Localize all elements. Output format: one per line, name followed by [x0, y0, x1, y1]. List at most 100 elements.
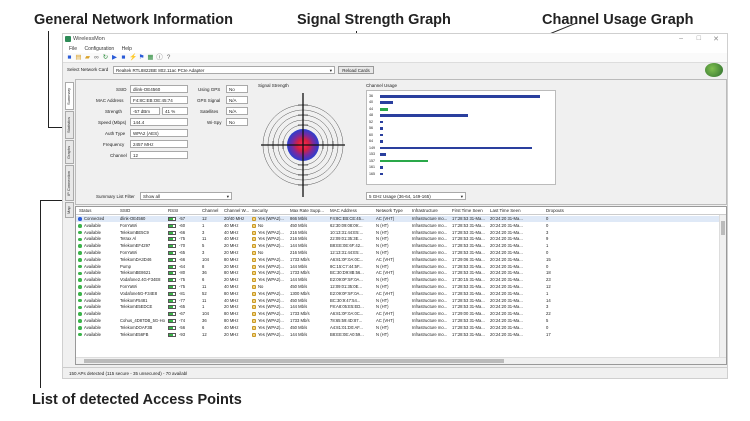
scroll-thumb[interactable]	[84, 359, 504, 363]
scroll-thumb[interactable]	[721, 221, 725, 235]
table-row[interactable]: Available FonYaWi -65 3 20 MHz No 216 Mb/s 12:1…	[76, 250, 726, 256]
column-header[interactable]: Status	[79, 208, 92, 213]
table-cell: 36	[202, 270, 207, 276]
callout-general-network-information: General Network Information	[34, 12, 234, 28]
column-header[interactable]: Channel	[202, 208, 219, 213]
vertical-scrollbar[interactable]	[719, 215, 726, 358]
stop-icon[interactable]: ■	[121, 54, 126, 61]
filter-icon[interactable]: ⚡	[129, 54, 138, 61]
channel-band-select[interactable]: 5 GHz Usage (36-64, 149-165) ▾	[366, 192, 466, 200]
table-cell: 20:24:20 31-Ma...	[490, 284, 523, 289]
column-header[interactable]: Channel W...	[224, 208, 250, 213]
table-cell: Yes (WPA2)...	[258, 229, 284, 235]
rssi-bar-icon	[168, 271, 176, 276]
channel-tick-label: 56	[369, 126, 373, 131]
network-card-select[interactable]: Realtek RTL8822BE 802.11ac PCIe Adapter ▾	[113, 66, 335, 74]
save-icon[interactable]: ■	[67, 54, 72, 61]
table-cell: N (HT)	[376, 324, 389, 330]
info-icon[interactable]: ⓘ	[156, 54, 163, 61]
column-header[interactable]: First Time Seen	[452, 208, 483, 213]
table-cell: Available	[84, 290, 101, 296]
table-row[interactable]: Available TelekomF5481 -77 11 40 MHz Yes (WPA…	[76, 298, 726, 304]
table-cell: Yes (WPA2)...	[258, 277, 284, 283]
tab-map[interactable]: Map	[65, 202, 74, 218]
column-header[interactable]: Max Rate Supp...	[290, 208, 324, 213]
menu-help[interactable]: Help	[121, 46, 132, 52]
table-cell: Yes (WPA2)...	[258, 324, 284, 330]
rssi-bar-icon	[168, 332, 176, 337]
column-header[interactable]: Security	[252, 208, 268, 213]
table-row[interactable]: Available TelekomEF4297 -70 5 20 MHz Yes (WPA…	[76, 243, 726, 249]
table-row[interactable]: Available FonYaWi -60 1 40 MHz No 450 Mb/s 62:3…	[76, 223, 726, 229]
strength-pct-value: 41 %	[162, 107, 188, 115]
maximize-button[interactable]: □	[696, 35, 701, 42]
link-icon[interactable]: ∞	[94, 54, 99, 61]
open-icon[interactable]: ▤	[75, 54, 82, 61]
table-row[interactable]: Available TelekomE56FB -93 12 20 MHz Yes (WPA…	[76, 332, 726, 338]
table-row[interactable]: Available Cohus_4D87DB_5G-Ho -74 36 80 MHz Ye…	[76, 318, 726, 324]
antenna-icon[interactable]: ⚑	[138, 54, 145, 61]
table-cell: N (HT)	[376, 277, 389, 283]
table-row[interactable]: Connected dlink-OE4560 -57 12 20/40 MHz Yes (…	[76, 216, 726, 223]
table-row[interactable]: Available TelekomDOAF3B -56 6 40 MHz Yes (WPA…	[76, 325, 726, 331]
chart-icon[interactable]: ▦	[147, 54, 154, 61]
channel-tick-label: 48	[369, 113, 373, 118]
table-cell: -80	[179, 270, 186, 276]
rssi-bar-icon	[168, 264, 176, 269]
column-header[interactable]: Network Type	[376, 208, 403, 213]
table-row[interactable]: Available TelekomBE8621 -80 36 80 MHz Yes (WP…	[76, 270, 726, 276]
table-cell: 17:29:06 31-Ma...	[452, 256, 485, 262]
rssi-bar-icon	[168, 230, 176, 235]
mac-value: F4:8C:EB:OE:45:74	[130, 96, 188, 104]
reload-cards-button[interactable]: Reload Cards	[338, 66, 374, 74]
play-icon[interactable]: ▶	[112, 54, 117, 61]
tab-summary[interactable]: Summary	[65, 82, 74, 110]
table-cell: 17:28:53 31-Ma...	[452, 222, 485, 228]
satellites-label: Satellites	[200, 109, 219, 114]
table-cell: 17:28:53 31-Ma...	[452, 243, 485, 249]
table-cell: Available	[84, 250, 101, 255]
lock-icon	[252, 244, 256, 249]
tab-graphs[interactable]: Graphs	[65, 140, 74, 164]
table-cell: 17:28:53 31-Ma...	[452, 290, 485, 296]
table-cell: 8C:15:C7:44:5F...	[330, 263, 363, 269]
channel-bar	[380, 159, 428, 163]
table-cell: 144 Mb/s	[290, 277, 308, 283]
help-icon[interactable]: ?	[166, 54, 171, 61]
table-cell: No	[258, 250, 264, 255]
table-row[interactable]: Available -67 104 80 MHz Yes (WPA2)... 1733 M…	[76, 311, 726, 317]
table-cell: Infrastructure mo...	[412, 277, 448, 283]
column-header[interactable]: SSID	[120, 208, 131, 213]
channel-bar	[380, 146, 532, 150]
table-row[interactable]: Available Vodafone2.4G-F34E8 -75 6 20 MHz Yes…	[76, 277, 726, 283]
column-header[interactable]: MAC Address	[330, 208, 357, 213]
table-row[interactable]: Available TelekomBE5C9 -66 3 40 MHz Yes (WPA2…	[76, 230, 726, 236]
refresh-icon[interactable]: ↻	[102, 54, 109, 61]
table-row[interactable]: Available FonYaWi -75 11 40 MHz No 450 Mb/s 12:…	[76, 284, 726, 290]
ssid-value: dlink-OE4560	[130, 85, 188, 93]
table-row[interactable]: Available TelekomE5EDCE -65 1 20 MHz Yes (WPA…	[76, 304, 726, 310]
tab-statistics[interactable]: Statistics	[65, 111, 74, 139]
close-button[interactable]: ✕	[713, 36, 719, 43]
lock-icon	[252, 230, 256, 235]
column-header[interactable]: Last Time Seen	[490, 208, 521, 213]
table-row[interactable]: Available Tetrax Al -75 11 40 MHz Yes (WPA2).…	[76, 236, 726, 242]
table-row[interactable]: Available TelekomDA3D46 -66 104 80 MHz Yes (W…	[76, 257, 726, 263]
menu-configuration[interactable]: Configuration	[84, 46, 115, 52]
column-header[interactable]: Infrastructure	[412, 208, 438, 213]
menu-file[interactable]: File	[69, 46, 78, 52]
minimize-button[interactable]: –	[679, 35, 683, 42]
column-header[interactable]: RSSI	[168, 208, 179, 213]
column-header[interactable]: Dropouts	[546, 208, 564, 213]
filter-select[interactable]: Show all ▾	[140, 192, 232, 200]
table-cell: 20 MHz	[224, 250, 239, 255]
table-row[interactable]: Available Vodafone5G-F34E8 -81 52 80 MHz Yes …	[76, 291, 726, 297]
horizontal-scrollbar[interactable]	[76, 357, 726, 364]
vertical-tabs: Summary Statistics Graphs IP Connection …	[65, 82, 74, 320]
table-cell: 80 MHz	[224, 311, 239, 317]
tab-ip-connection[interactable]: IP Connection	[65, 165, 74, 201]
table-cell: A4:81:01:D0:AF...	[330, 324, 363, 330]
folder-icon[interactable]: ▰	[85, 54, 90, 61]
table-cell: 20 MHz	[224, 277, 239, 283]
table-row[interactable]: Available Pump -64 8 20 MHz Yes (WPA2)... 144 …	[76, 264, 726, 270]
